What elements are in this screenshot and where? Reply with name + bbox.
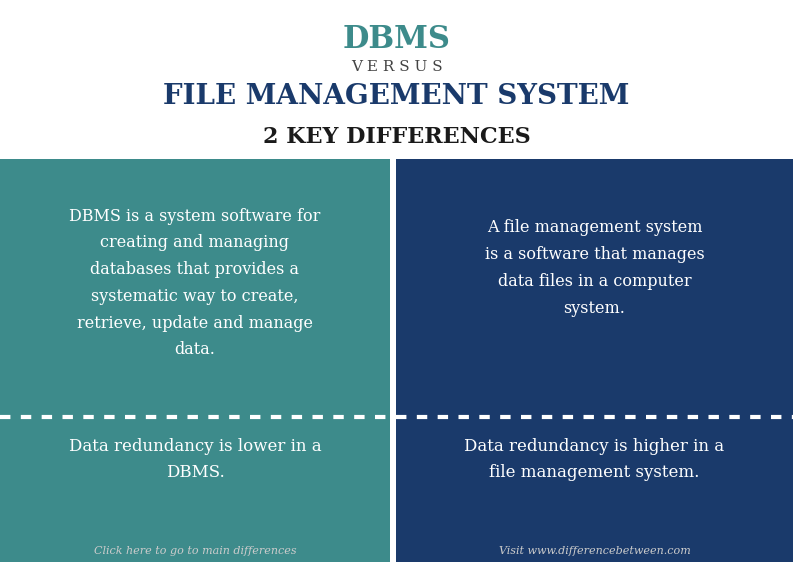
- Text: Data redundancy is higher in a
file management system.: Data redundancy is higher in a file mana…: [465, 438, 725, 481]
- Text: FILE MANAGEMENT SYSTEM: FILE MANAGEMENT SYSTEM: [163, 83, 630, 110]
- Text: Click here to go to main differences: Click here to go to main differences: [94, 546, 297, 556]
- Bar: [396, 159, 793, 562]
- Text: Visit www.differencebetween.com: Visit www.differencebetween.com: [499, 546, 691, 556]
- Text: Data redundancy is lower in a
DBMS.: Data redundancy is lower in a DBMS.: [69, 438, 321, 481]
- Bar: [0, 159, 390, 562]
- Text: DBMS: DBMS: [343, 23, 450, 55]
- Text: 2 KEY DIFFERENCES: 2 KEY DIFFERENCES: [262, 126, 531, 148]
- Text: DBMS is a system software for
creating and managing
databases that provides a
sy: DBMS is a system software for creating a…: [69, 208, 320, 359]
- Text: A file management system
is a software that manages
data files in a computer
sys: A file management system is a software t…: [485, 220, 704, 316]
- Text: V E R S U S: V E R S U S: [351, 60, 442, 74]
